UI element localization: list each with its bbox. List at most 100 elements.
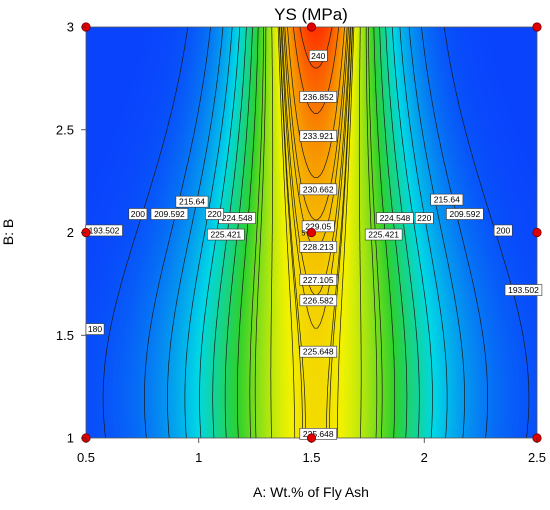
- contour-line-9: [254, 27, 378, 439]
- contour-label-box: [299, 183, 338, 196]
- contour-label: 193.502: [85, 224, 123, 237]
- design-point: [532, 227, 542, 238]
- contour-label-box: [299, 273, 338, 286]
- contour-label-box: [414, 212, 434, 224]
- contour-label-text: 220: [417, 213, 431, 223]
- contour-label-text: 228.213: [303, 242, 334, 252]
- contour-label-box: [205, 208, 224, 220]
- contour-label-box: [504, 284, 543, 296]
- contour-line-4: [199, 26, 433, 439]
- contour-label: 225.421: [207, 228, 245, 241]
- contour-label-box: [150, 208, 189, 220]
- x-tick-label: 1.5: [302, 450, 320, 465]
- contour-label: 209.592: [446, 208, 484, 220]
- contour-label: 224.548: [376, 212, 414, 224]
- contour-label-box: [299, 130, 338, 142]
- contour-label-text: 240: [311, 51, 325, 61]
- contour-label-text: 230.662: [303, 184, 334, 194]
- contour-label-text: 193.502: [89, 225, 120, 235]
- contour-label-text: 200: [496, 225, 510, 235]
- contour-label-box: [364, 228, 403, 241]
- x-tick-label: 2: [421, 450, 428, 465]
- contour-label: 229.05: [301, 220, 335, 233]
- contour-label-text: 225.648: [303, 429, 334, 439]
- y-tick-label: 2.5: [56, 122, 74, 137]
- contour-line-8: [249, 27, 383, 439]
- contour-label-box: [128, 208, 148, 220]
- contour-label: 220: [205, 208, 224, 220]
- contour-label: 200: [493, 224, 513, 237]
- contour-label-box: [308, 49, 328, 62]
- x-tick-label: 0.5: [77, 450, 95, 465]
- contour-label-box: [493, 224, 513, 237]
- center-point-count: 5: [302, 231, 306, 238]
- contour-label-text: 180: [88, 324, 102, 334]
- contour-label-text: 233.921: [303, 131, 334, 141]
- contour-line-5: [212, 26, 420, 439]
- contour-label-text: 215.64: [179, 197, 205, 207]
- contour-label-text: 225.421: [368, 230, 399, 240]
- contour-label-text: 215.64: [434, 195, 460, 205]
- contour-label-box: [376, 212, 414, 224]
- contour-line-0: [102, 26, 530, 439]
- contour-label-box: [299, 428, 338, 440]
- contour-label: 209.592: [150, 208, 189, 220]
- contour-label: 230.662: [299, 183, 338, 196]
- contour-label-text: 229.05: [305, 221, 331, 231]
- contour-line-7: [237, 26, 396, 439]
- x-tick-label: 1: [195, 450, 202, 465]
- contour-label-text: 193.502: [508, 285, 539, 295]
- contour-label: 233.921: [299, 130, 338, 142]
- y-axis-title: B: B: [0, 219, 16, 245]
- contour-label-box: [175, 195, 209, 208]
- contour-line-6: [224, 26, 408, 439]
- contour-label-text: 236.852: [303, 92, 334, 102]
- contour-label-box: [301, 220, 335, 233]
- contour-label: 180: [85, 323, 105, 335]
- contour-label: 193.502: [504, 284, 543, 296]
- design-point: [306, 22, 317, 32]
- contour-label-text: 200: [131, 209, 145, 219]
- contour-label-text: 226.582: [303, 295, 334, 305]
- contour-label-box: [299, 345, 338, 358]
- design-point: [532, 22, 542, 32]
- contour-label-text: 220: [207, 209, 221, 219]
- contour-label-text: 209.592: [449, 209, 480, 219]
- design-point: [306, 227, 317, 238]
- contour-line-3: [184, 26, 448, 439]
- y-tick-label: 3: [67, 20, 74, 35]
- contour-label-text: 209.592: [154, 209, 185, 219]
- contour-label-box: [207, 228, 245, 241]
- chart-title: YS (MPa): [274, 5, 348, 24]
- x-tick-label: 2.5: [528, 450, 546, 465]
- contour-label-text: 227.105: [303, 275, 334, 285]
- contour-label-text: 225.648: [303, 347, 334, 357]
- contour-label-box: [299, 241, 338, 253]
- contour-label-box: [299, 294, 338, 307]
- contour-label: 215.64: [430, 193, 464, 206]
- y-axis: 1 1.5 2 2.5 3: [56, 20, 86, 446]
- contour-label: 220: [414, 212, 434, 224]
- y-tick-label: 2: [67, 225, 74, 240]
- contour-label: 225.648: [299, 345, 338, 358]
- contour-label: 215.64: [175, 195, 209, 208]
- y-tick-label: 1: [67, 431, 74, 446]
- contour-label: 200: [128, 208, 148, 220]
- contour-label-text: 224.548: [222, 213, 253, 223]
- contour-label-box: [430, 193, 464, 206]
- contour-label-box: [299, 91, 338, 103]
- contour-label: 236.852: [299, 91, 338, 103]
- contour-label: 240: [308, 49, 328, 62]
- contour-label: 224.548: [218, 212, 256, 224]
- contour-label: 226.582: [299, 294, 338, 307]
- contour-label-text: 224.548: [380, 213, 411, 223]
- contour-label: 225.421: [364, 228, 403, 241]
- contour-label-box: [85, 323, 105, 335]
- contour-label: 228.213: [299, 241, 338, 253]
- contour-line-10: [270, 27, 362, 439]
- contour-label: 225.648: [299, 428, 338, 440]
- contour-label: 227.105: [299, 273, 338, 286]
- contour-label-box: [446, 208, 484, 220]
